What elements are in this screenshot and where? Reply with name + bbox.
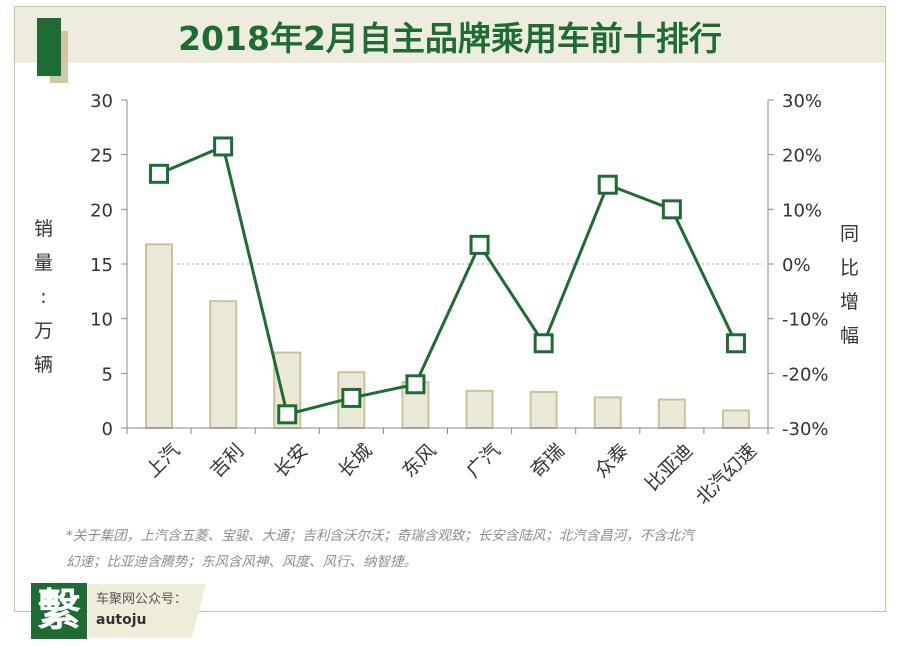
bar-series xyxy=(145,243,750,430)
line-marker xyxy=(213,136,234,157)
logo-account-name: autoju xyxy=(96,612,147,628)
title-band xyxy=(15,7,885,63)
y-axis-right-title-char: 幅 xyxy=(840,325,860,347)
axes xyxy=(121,99,774,434)
y-axis-right-title-char: 增 xyxy=(840,291,860,313)
bar xyxy=(529,390,558,430)
line-marker xyxy=(533,333,554,354)
line-series xyxy=(149,136,746,425)
y-axis-left-tick-label: 15 xyxy=(90,255,113,276)
bar xyxy=(657,398,686,429)
line-marker xyxy=(725,333,746,354)
y-axis-right-tick-label: 20% xyxy=(782,146,822,167)
y-axis-right-title-char: 比 xyxy=(840,257,860,279)
line-marker xyxy=(277,404,298,425)
x-axis-category-label: 奇瑞 xyxy=(526,440,568,482)
line-marker xyxy=(469,234,490,255)
y-axis-right-tick-label: 30% xyxy=(782,91,822,112)
line-marker xyxy=(597,174,618,195)
x-axis-category-label: 吉利 xyxy=(206,440,248,482)
bar xyxy=(145,243,174,429)
logo-caption: 车聚网公众号： xyxy=(96,592,188,607)
y-axis-left-tick-label: 10 xyxy=(90,310,113,331)
y-axis-right-tick-label: -10% xyxy=(782,310,829,331)
logo-icon: 繫 xyxy=(31,583,87,639)
x-axis-category-label: 比亚迪 xyxy=(641,440,697,496)
footnote: *关于集团，上汽含五菱、宝骏、大通；吉利含沃尔沃；奇瑞含观致；长安含陆风；北汽含… xyxy=(66,523,836,575)
y-axis-left-tick-label: 30 xyxy=(90,91,113,112)
footnote-line: *关于集团，上汽含五菱、宝骏、大通；吉利含沃尔沃；奇瑞含观致；长安含陆风；北汽含… xyxy=(66,528,694,544)
y-axis-right-tick-label: 0% xyxy=(782,255,811,276)
y-axis-right-title: 同 比 增 幅 xyxy=(840,217,859,353)
y-axis-left-title-char: 辆 xyxy=(34,354,54,376)
bar xyxy=(721,409,750,429)
bar xyxy=(209,300,238,430)
x-axis-category-label: 北汽幻速 xyxy=(692,440,761,509)
y-axis-left-title-char: 量 xyxy=(34,252,54,274)
y-axis-right-tick-label: 10% xyxy=(782,200,822,221)
line-marker xyxy=(341,387,362,408)
line-marker xyxy=(149,163,170,184)
x-axis-category-label: 众泰 xyxy=(590,440,632,482)
line-marker xyxy=(405,374,426,395)
y-axis-right-tick-label: -30% xyxy=(782,419,829,440)
y-axis-left-title-char: 销 xyxy=(34,218,54,240)
y-axis-left-title: 销 量 : 万 辆 xyxy=(34,212,53,382)
y-axis-right-tick-label: -20% xyxy=(782,364,829,385)
line-marker xyxy=(661,199,682,220)
x-axis-category-label: 东风 xyxy=(398,440,440,482)
x-axis-category-label: 广汽 xyxy=(462,440,504,482)
logo-tag-background xyxy=(88,584,206,638)
y-axis-right-title-char: 同 xyxy=(840,223,860,245)
tick-labels: 30 30%25 20%20 10%15 0%10 -10%5 -20%0 -30%上汽 吉利长… xyxy=(90,91,828,509)
x-axis-category-label: 长城 xyxy=(334,440,376,482)
y-axis-left-tick-label: 5 xyxy=(102,364,113,385)
x-axis-category-label: 上汽 xyxy=(142,440,184,482)
y-axis-left-title-char: : xyxy=(40,286,47,308)
chart-title: 2018年2月自主品牌乘用车前十排行 xyxy=(178,19,722,58)
chart-frame xyxy=(14,6,886,612)
title-decoration-dark xyxy=(37,18,61,76)
footnote-line: 幻速；比亚迪含腾势；东风含风神、风度、风行、纳智捷。 xyxy=(66,554,417,570)
bar xyxy=(593,396,622,429)
y-axis-left-tick-label: 25 xyxy=(90,146,113,167)
line-series-path xyxy=(158,144,738,416)
y-axis-left-tick-label: 20 xyxy=(90,200,113,221)
y-axis-left-title-char: 万 xyxy=(34,320,54,342)
bar xyxy=(465,389,494,429)
y-axis-left-tick-label: 0 xyxy=(102,419,113,440)
x-axis-category-label: 长安 xyxy=(270,440,312,482)
